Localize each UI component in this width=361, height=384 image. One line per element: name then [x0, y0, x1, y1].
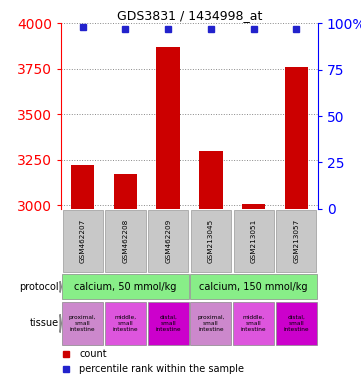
- Bar: [62, 274, 189, 300]
- Bar: [199, 151, 223, 209]
- Text: tissue: tissue: [30, 318, 59, 328]
- Text: count: count: [79, 349, 107, 359]
- Title: GDS3831 / 1434998_at: GDS3831 / 1434998_at: [117, 9, 262, 22]
- Text: calcium, 150 mmol/kg: calcium, 150 mmol/kg: [199, 282, 308, 292]
- Bar: [114, 174, 137, 209]
- Text: distal,
small
intestine: distal, small intestine: [283, 315, 309, 332]
- Bar: [234, 210, 274, 272]
- Text: distal,
small
intestine: distal, small intestine: [155, 315, 181, 332]
- Bar: [105, 210, 145, 272]
- Polygon shape: [60, 281, 61, 293]
- Bar: [191, 210, 231, 272]
- Bar: [190, 274, 317, 300]
- Text: percentile rank within the sample: percentile rank within the sample: [79, 364, 244, 374]
- Text: GSM462207: GSM462207: [80, 219, 86, 263]
- Bar: [284, 67, 308, 209]
- Bar: [105, 302, 146, 345]
- Text: middle,
small
intestine: middle, small intestine: [241, 315, 266, 332]
- Bar: [148, 302, 189, 345]
- Bar: [71, 165, 95, 209]
- Text: proximal,
small
intestine: proximal, small intestine: [69, 315, 96, 332]
- Bar: [148, 210, 188, 272]
- Text: GSM213051: GSM213051: [251, 219, 257, 263]
- Bar: [63, 210, 103, 272]
- Text: GSM213045: GSM213045: [208, 219, 214, 263]
- Text: middle,
small
intestine: middle, small intestine: [113, 315, 138, 332]
- Text: protocol: protocol: [19, 282, 59, 292]
- Text: GSM462208: GSM462208: [122, 219, 129, 263]
- Text: GSM462209: GSM462209: [165, 219, 171, 263]
- Bar: [242, 204, 265, 209]
- Bar: [233, 302, 274, 345]
- Bar: [276, 210, 316, 272]
- Text: GSM213057: GSM213057: [293, 219, 299, 263]
- Bar: [156, 47, 180, 209]
- Text: proximal,
small
intestine: proximal, small intestine: [197, 315, 225, 332]
- Polygon shape: [60, 314, 61, 333]
- Bar: [62, 302, 103, 345]
- Bar: [276, 302, 317, 345]
- Bar: [190, 302, 231, 345]
- Text: calcium, 50 mmol/kg: calcium, 50 mmol/kg: [74, 282, 177, 292]
